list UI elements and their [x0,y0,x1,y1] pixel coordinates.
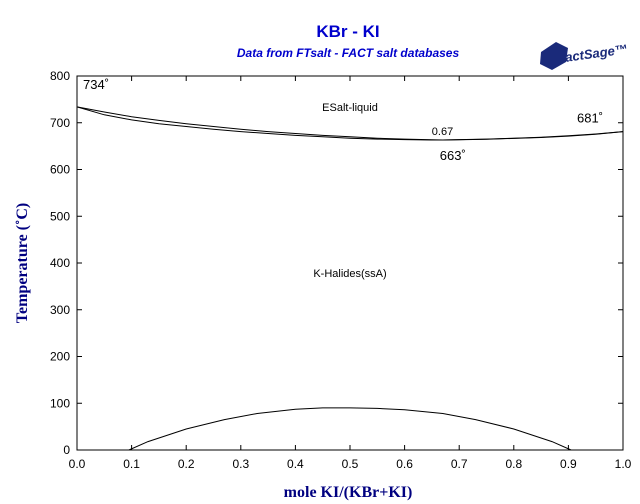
chart-title: KBr - KI [316,22,379,41]
x-tick-label: 0.2 [178,457,195,471]
phase-boundaries [76,106,624,451]
y-tick-label: 0 [63,443,70,457]
x-tick-label: 0.5 [342,457,359,471]
x-tick-label: 0.8 [505,457,522,471]
y-tick-label: 600 [50,163,70,177]
solidus-line [76,106,624,141]
miscibility-gap-line [128,407,572,451]
x-tick-label: 0.4 [287,457,304,471]
y-axis-label: Temperature (˚C) [14,203,31,323]
label-734: 734˚ [83,77,109,92]
label-k-halides: K-Halides(ssA) [313,268,386,280]
factsage-logo: FactSage™ [540,41,629,70]
x-tick-label: 0.7 [451,457,468,471]
y-tick-label: 300 [50,303,70,317]
label-681: 681˚ [577,111,603,126]
chart-subtitle: Data from FTsalt - FACT salt databases [237,46,460,60]
x-tick-label: 0.6 [396,457,413,471]
plot-frame [76,75,624,451]
x-tick-label: 0.1 [123,457,140,471]
y-tick-label: 400 [50,256,70,270]
annotations: 734˚ 681˚ 663˚ 0.67 ESalt-liquid K-Halides(ss… [83,77,603,280]
x-tick-label: 0.3 [232,457,249,471]
y-tick-label: 100 [50,396,70,410]
logo-text: FactSage™ [556,41,628,66]
x-tick-label: 1.0 [615,457,632,471]
logo-mark [540,42,568,70]
y-tick-label: 700 [50,116,70,130]
x-tick-label: 0.9 [560,457,577,471]
x-axis-label: mole KI/(KBr+KI) [284,484,413,501]
y-tick-label: 200 [50,350,70,364]
y-tick-label: 800 [50,69,70,83]
y-tick-label: 500 [50,209,70,223]
label-663: 663˚ [440,148,466,163]
label-esalt-liquid: ESalt-liquid [322,102,378,114]
label-composition-067: 0.67 [432,126,453,138]
x-tick-label: 0.0 [69,457,86,471]
y-axis: 0 100 200 300 400 500 600 700 800 [50,69,623,457]
x-axis: 0.0 0.1 0.2 0.3 0.4 0.5 0.6 0.7 0.8 0.9 1.0 [69,76,632,471]
